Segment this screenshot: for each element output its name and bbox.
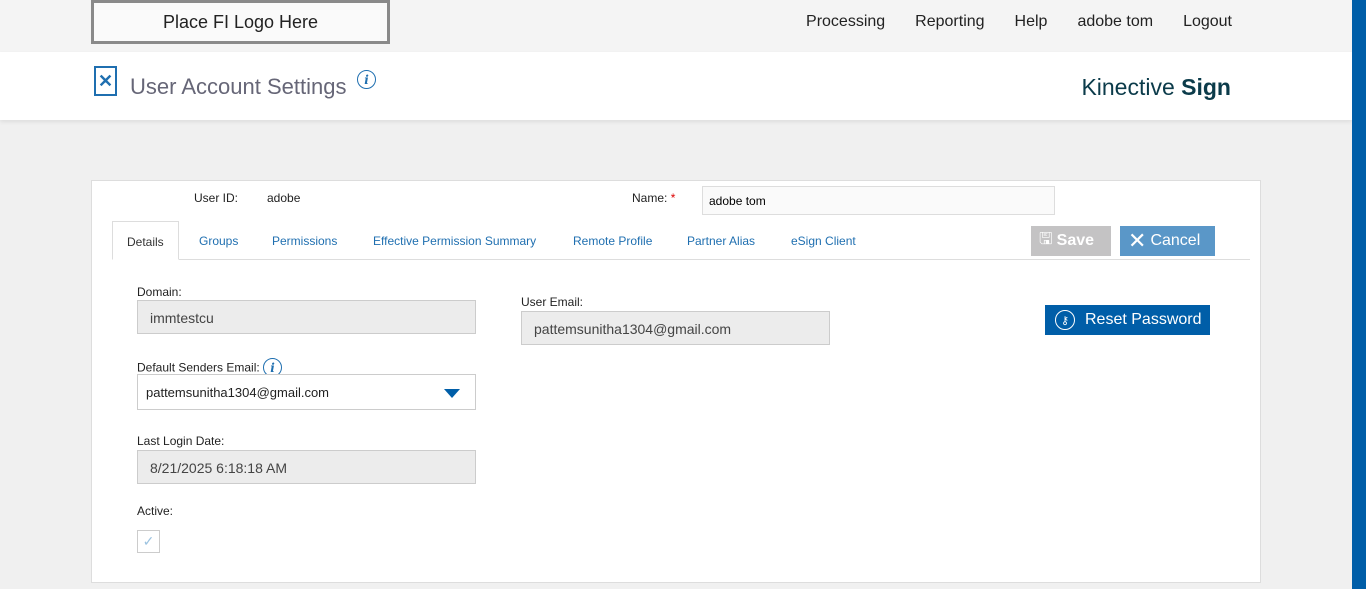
user-id-label: User ID: [194, 191, 239, 205]
scrollbar[interactable] [1352, 0, 1366, 589]
last-login-label: Last Login Date: [137, 434, 225, 448]
top-bar: Place FI Logo Here Processing Reporting … [0, 0, 1352, 52]
tab-remote-profile[interactable]: Remote Profile [573, 234, 653, 248]
save-icon: 🖫 [1039, 230, 1053, 248]
tab-partner-alias[interactable]: Partner Alias [687, 234, 756, 248]
active-checkbox[interactable]: ✓ [137, 530, 160, 553]
tab-permissions[interactable]: Permissions [272, 234, 338, 248]
page-header: ✕ User Account Settings i Kinective Sign [0, 52, 1352, 120]
name-input[interactable] [702, 186, 1055, 215]
reset-password-button[interactable]: ⚷ Reset Password [1045, 305, 1210, 335]
tab-effective-permission-summary[interactable]: Effective Permission Summary [373, 234, 537, 248]
user-email-label: User Email: [521, 295, 584, 309]
settings-document-icon: ✕ [94, 66, 117, 96]
page-title: User Account Settings [130, 74, 347, 99]
tab-esign-client[interactable]: eSign Client [791, 234, 856, 248]
close-icon: ✕ [1128, 228, 1147, 253]
nav-user[interactable]: adobe tom [1077, 13, 1154, 30]
user-id-value: adobe [267, 191, 301, 205]
account-card: User ID: adobe Name: * Details Groups Pe… [91, 180, 1261, 583]
user-email-field: pattemsunitha1304@gmail.com [521, 311, 830, 345]
logo-placeholder: Place FI Logo Here [91, 0, 390, 44]
domain-field: immtestcu [137, 300, 476, 334]
domain-label: Domain: [137, 285, 182, 299]
cancel-button[interactable]: ✕ Cancel [1120, 226, 1215, 256]
senders-email-select[interactable]: pattemsunitha1304@gmail.com [137, 374, 476, 410]
brand-logo: Kinective Sign [1081, 74, 1231, 100]
tab-details[interactable]: Details [112, 221, 179, 260]
last-login-field: 8/21/2025 6:18:18 AM [137, 450, 476, 484]
active-label: Active: [137, 504, 174, 518]
nav-processing[interactable]: Processing [806, 13, 886, 30]
top-nav: Processing Reporting Help adobe tom Logo… [806, 13, 1232, 31]
key-icon: ⚷ [1055, 310, 1075, 330]
nav-reporting[interactable]: Reporting [915, 13, 985, 30]
tab-groups[interactable]: Groups [199, 234, 239, 248]
nav-logout[interactable]: Logout [1183, 13, 1232, 30]
nav-help[interactable]: Help [1014, 13, 1048, 30]
tab-bar: Details Groups Permissions Effective Per… [112, 221, 1250, 260]
dropdown-arrow-icon [444, 389, 460, 398]
name-label: Name: * [632, 191, 676, 205]
info-icon[interactable]: i [357, 70, 376, 89]
save-button[interactable]: 🖫 Save [1031, 226, 1111, 256]
